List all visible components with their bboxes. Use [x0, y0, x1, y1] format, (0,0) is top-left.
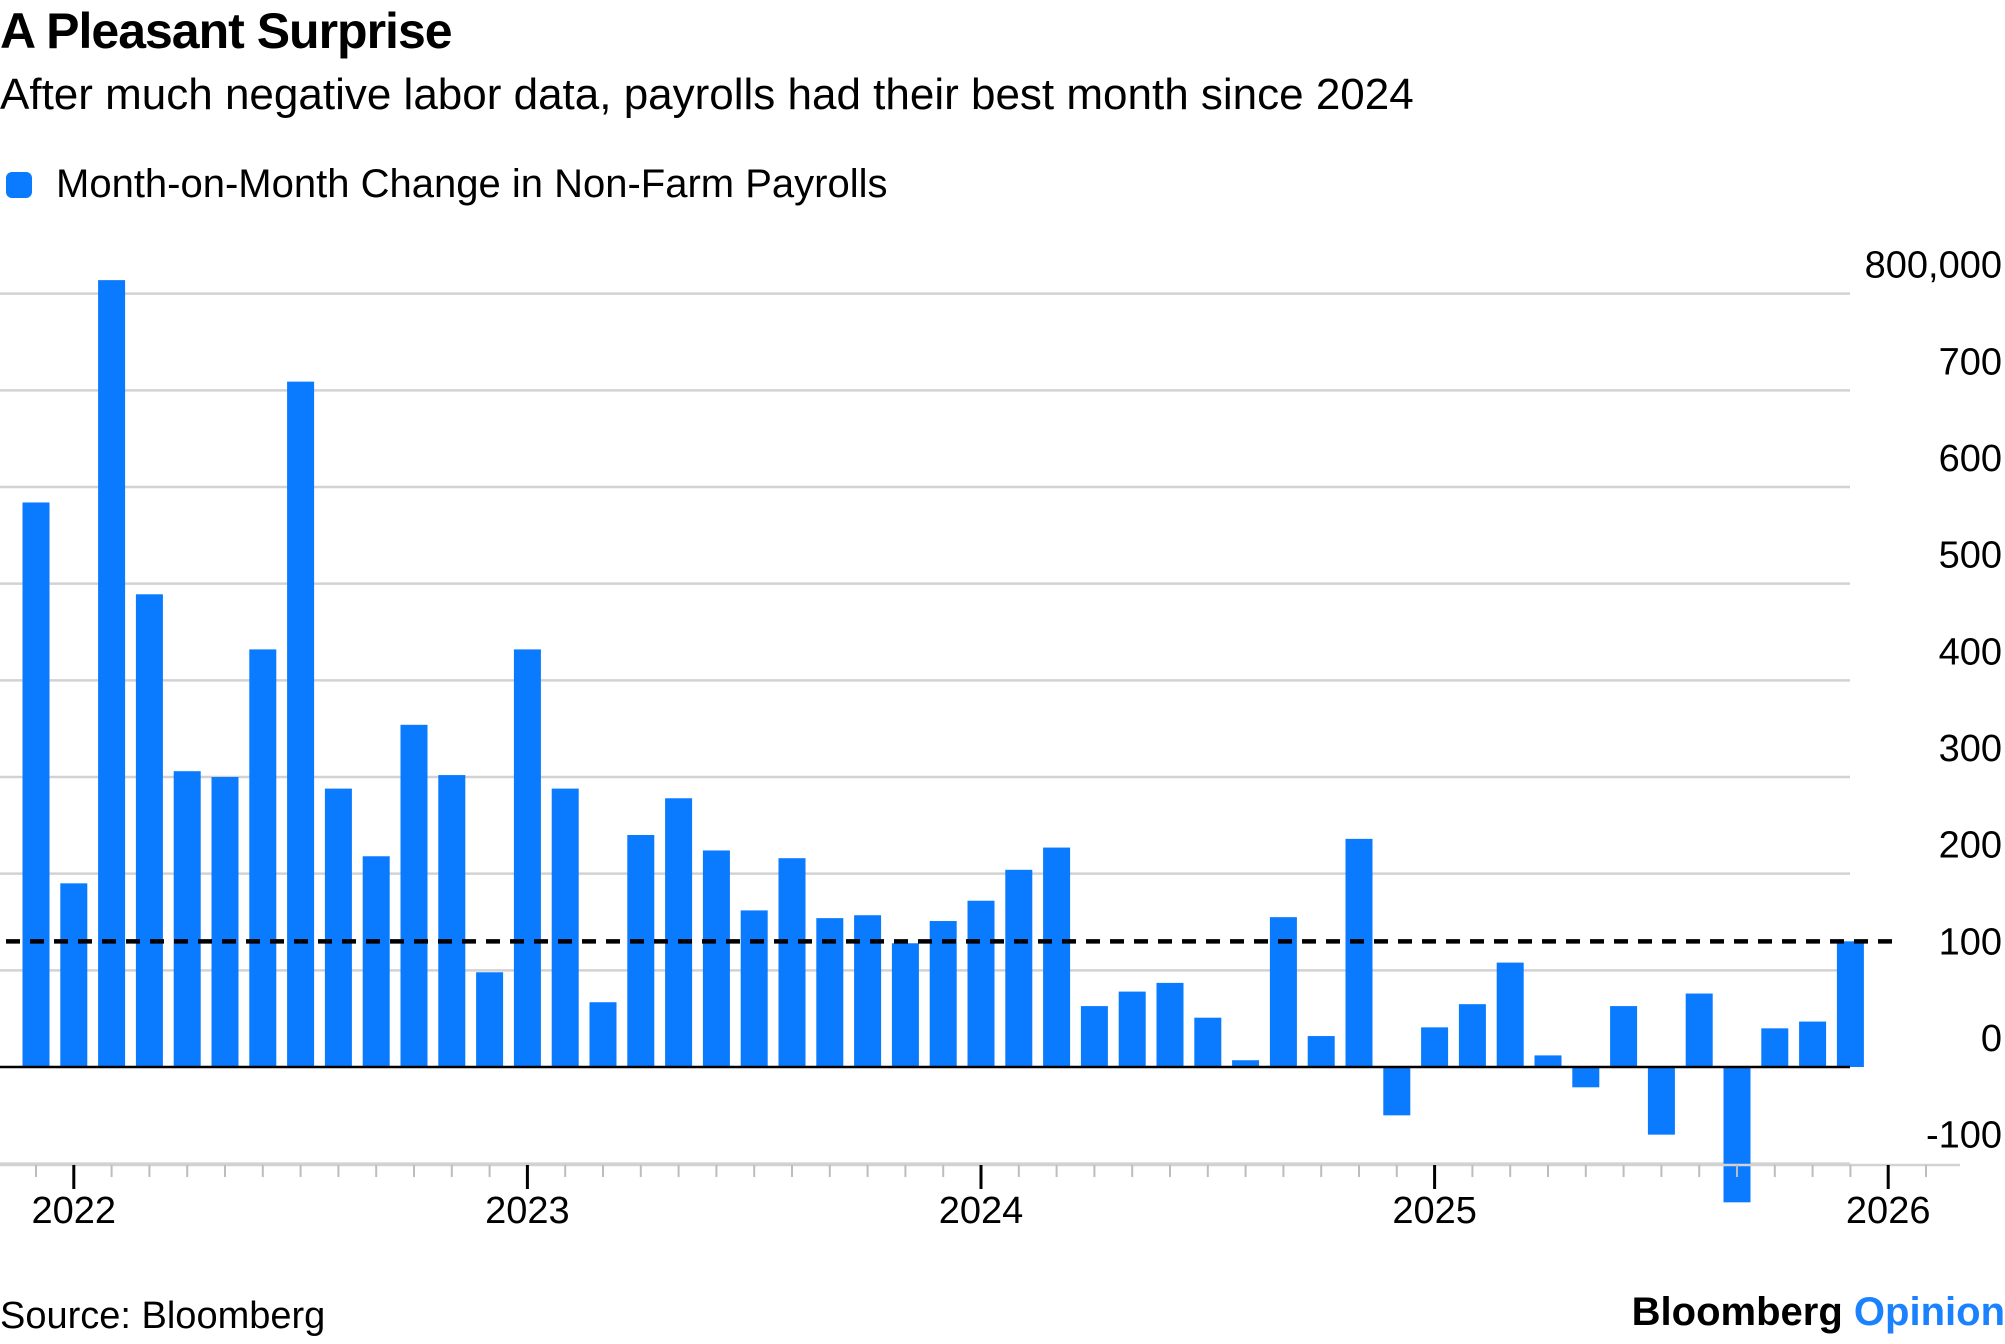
bar — [98, 280, 126, 1067]
chart-subtitle: After much negative labor data, payrolls… — [0, 70, 1414, 119]
bar — [1647, 1067, 1675, 1135]
bar — [1799, 1021, 1827, 1067]
bar — [702, 850, 730, 1067]
bar — [1723, 1067, 1751, 1203]
y-tick-label: 200 — [1939, 825, 2002, 867]
bar — [1534, 1055, 1562, 1067]
x-year-label: 2026 — [1846, 1190, 1931, 1232]
bar — [1005, 869, 1033, 1067]
bar — [589, 1002, 617, 1067]
x-year-label: 2023 — [485, 1190, 570, 1232]
bar — [854, 915, 882, 1067]
bar — [1043, 847, 1071, 1067]
y-tick-label: 300 — [1939, 728, 2002, 770]
bar — [1421, 1027, 1449, 1067]
bar — [1572, 1067, 1600, 1088]
source-note: Source: Bloomberg — [0, 1295, 326, 1337]
legend-label: Month-on-Month Change in Non-Farm Payrol… — [56, 162, 888, 206]
bar — [1118, 991, 1146, 1067]
bar — [1232, 1060, 1260, 1067]
bar — [1610, 1006, 1638, 1067]
bar — [287, 381, 315, 1067]
bar — [1307, 1036, 1335, 1067]
bar — [627, 834, 655, 1067]
bar — [324, 788, 352, 1067]
bar — [665, 798, 693, 1067]
bar — [513, 649, 541, 1067]
y-tick-label: 700 — [1939, 341, 2002, 383]
x-year-label: 2022 — [32, 1190, 117, 1232]
bar — [1761, 1028, 1789, 1067]
bar — [1836, 941, 1864, 1067]
bar — [400, 724, 428, 1067]
bar — [551, 788, 579, 1067]
bar — [211, 776, 239, 1067]
legend-swatch — [6, 171, 32, 198]
bar — [1685, 993, 1713, 1067]
bar — [967, 900, 995, 1067]
legend: Month-on-Month Change in Non-Farm Payrol… — [6, 162, 887, 207]
bar — [362, 856, 390, 1067]
bar — [929, 921, 957, 1067]
bar — [740, 910, 768, 1067]
chart-title: A Pleasant Surprise — [0, 3, 453, 59]
bar — [891, 943, 919, 1067]
bar — [1345, 838, 1373, 1067]
bar — [60, 883, 88, 1067]
bar — [1080, 1006, 1108, 1067]
y-tick-label: 500 — [1939, 535, 2002, 577]
y-tick-label: 600 — [1939, 438, 2002, 480]
y-tick-label: 0 — [1981, 1018, 2002, 1060]
y-tick-label: -100 — [1926, 1115, 2002, 1157]
brand-accent: Opinion — [1853, 1290, 2005, 1334]
bar — [1383, 1067, 1411, 1116]
y-tick-label: 100 — [1939, 921, 2002, 963]
bar — [22, 502, 50, 1067]
brand-name: Bloomberg — [1631, 1290, 1843, 1334]
bar — [1496, 962, 1524, 1067]
bar — [173, 771, 201, 1067]
bar — [778, 858, 806, 1067]
x-year-label: 2024 — [939, 1190, 1024, 1232]
y-tick-label: 400 — [1939, 631, 2002, 673]
bar — [1194, 1017, 1222, 1067]
y-tick-label: 800,000 — [1865, 245, 2002, 287]
bar — [135, 594, 163, 1067]
bar — [476, 972, 504, 1067]
bar — [249, 649, 277, 1067]
bar — [1156, 982, 1184, 1067]
bar — [438, 775, 466, 1067]
bar — [1458, 1004, 1486, 1067]
brand-logo: Bloomberg Opinion — [1632, 1290, 2005, 1335]
x-year-label: 2025 — [1392, 1190, 1477, 1232]
